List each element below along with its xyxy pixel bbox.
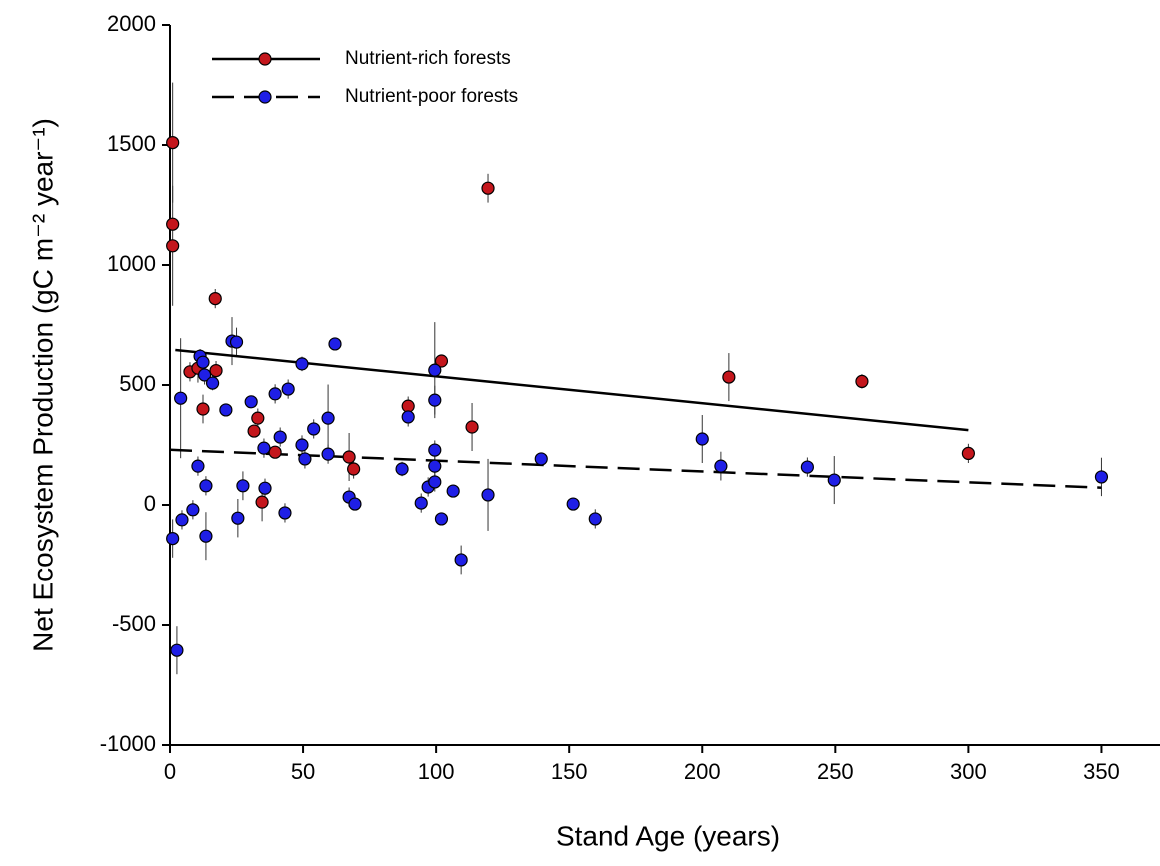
data-point — [268, 445, 282, 459]
data-point — [186, 503, 200, 517]
data-point — [414, 496, 428, 510]
data-point — [800, 460, 814, 474]
legend-marker — [258, 52, 272, 66]
data-point — [434, 512, 449, 526]
data-point — [714, 459, 728, 473]
data-point — [348, 497, 362, 511]
y-tick-label: 0 — [144, 491, 156, 516]
data-point — [196, 402, 210, 416]
data-point — [722, 370, 736, 384]
data-point — [328, 337, 342, 351]
x-tick-label: 350 — [1083, 759, 1120, 784]
data-point — [428, 363, 442, 377]
data-point — [307, 422, 321, 436]
y-axis-title: Net Ecosystem Production (gC m⁻² year⁻¹) — [27, 118, 58, 652]
data-point — [236, 479, 250, 493]
y-tick-label: -500 — [112, 611, 156, 636]
data-point — [166, 136, 180, 150]
y-tick-label: 500 — [119, 371, 156, 396]
data-point — [257, 441, 271, 455]
data-point — [268, 387, 282, 401]
data-point — [278, 506, 292, 520]
data-point — [197, 368, 212, 382]
data-point — [428, 393, 442, 407]
data-point — [401, 399, 415, 413]
data-point — [199, 479, 213, 493]
data-point — [1094, 470, 1109, 484]
data-point — [401, 410, 415, 424]
data-point — [295, 357, 309, 371]
x-tick-label: 150 — [551, 759, 588, 784]
data-point — [208, 292, 222, 306]
data-point — [481, 488, 495, 502]
data-point — [244, 395, 258, 409]
data-point — [534, 452, 548, 466]
data-point — [166, 531, 180, 546]
data-point — [174, 391, 188, 405]
legend-label: Nutrient-poor forests — [345, 86, 518, 107]
data-point — [175, 513, 189, 527]
data-point — [342, 450, 356, 464]
data-point — [166, 239, 180, 253]
data-point — [199, 529, 213, 543]
data-point — [231, 511, 245, 525]
data-point — [446, 484, 460, 498]
data-point — [321, 447, 335, 461]
data-point — [191, 459, 205, 473]
data-point — [196, 355, 210, 369]
data-point — [395, 462, 409, 476]
data-point — [434, 354, 449, 368]
data-point — [166, 217, 180, 231]
data-point — [170, 643, 184, 657]
x-tick-label: 100 — [418, 759, 455, 784]
x-tick-label: 250 — [817, 759, 854, 784]
y-tick-label: 1500 — [107, 131, 156, 156]
data-point — [258, 481, 272, 495]
y-tick-label: 2000 — [107, 11, 156, 36]
data-point — [566, 497, 580, 511]
x-axis-title: Stand Age (years) — [556, 820, 780, 851]
data-point — [961, 446, 975, 460]
x-tick-label: 300 — [950, 759, 987, 784]
y-tick-label: -1000 — [100, 731, 156, 756]
data-point — [281, 382, 295, 396]
data-point — [465, 420, 479, 434]
x-tick-label: 0 — [164, 759, 176, 784]
data-point — [428, 475, 442, 489]
fit-line — [169, 448, 1102, 489]
data-point — [295, 438, 309, 452]
legend-label: Nutrient-rich forests — [345, 48, 511, 69]
legend-marker — [258, 90, 272, 104]
x-tick-label: 50 — [291, 759, 315, 784]
x-tick-label: 200 — [684, 759, 721, 784]
data-point — [219, 403, 233, 417]
data-point — [695, 432, 709, 446]
data-point — [428, 443, 442, 457]
data-point — [298, 452, 312, 466]
data-point — [347, 462, 361, 476]
data-point — [321, 411, 335, 425]
data-point — [481, 181, 495, 195]
data-point — [247, 424, 261, 438]
data-point — [255, 495, 269, 509]
data-point — [827, 473, 841, 487]
data-point — [209, 364, 223, 378]
data-point — [205, 376, 220, 390]
data-point — [273, 430, 287, 444]
data-point — [428, 459, 442, 473]
data-point — [588, 512, 602, 526]
data-point — [251, 411, 265, 425]
y-tick-label: 1000 — [107, 251, 156, 276]
data-point — [229, 335, 244, 349]
data-point — [454, 553, 468, 567]
data-point — [855, 374, 869, 388]
